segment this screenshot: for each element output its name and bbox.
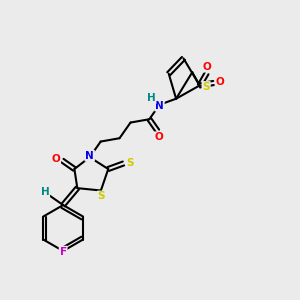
- Text: S: S: [126, 158, 134, 168]
- Text: S: S: [98, 191, 105, 201]
- Text: O: O: [216, 77, 224, 87]
- Text: O: O: [154, 132, 163, 142]
- Text: H: H: [147, 93, 156, 103]
- Text: N: N: [85, 151, 94, 161]
- Text: F: F: [60, 247, 67, 256]
- Text: O: O: [202, 62, 211, 72]
- Text: S: S: [202, 82, 210, 92]
- Text: O: O: [52, 154, 60, 164]
- Text: H: H: [40, 188, 49, 197]
- Text: N: N: [155, 100, 164, 111]
